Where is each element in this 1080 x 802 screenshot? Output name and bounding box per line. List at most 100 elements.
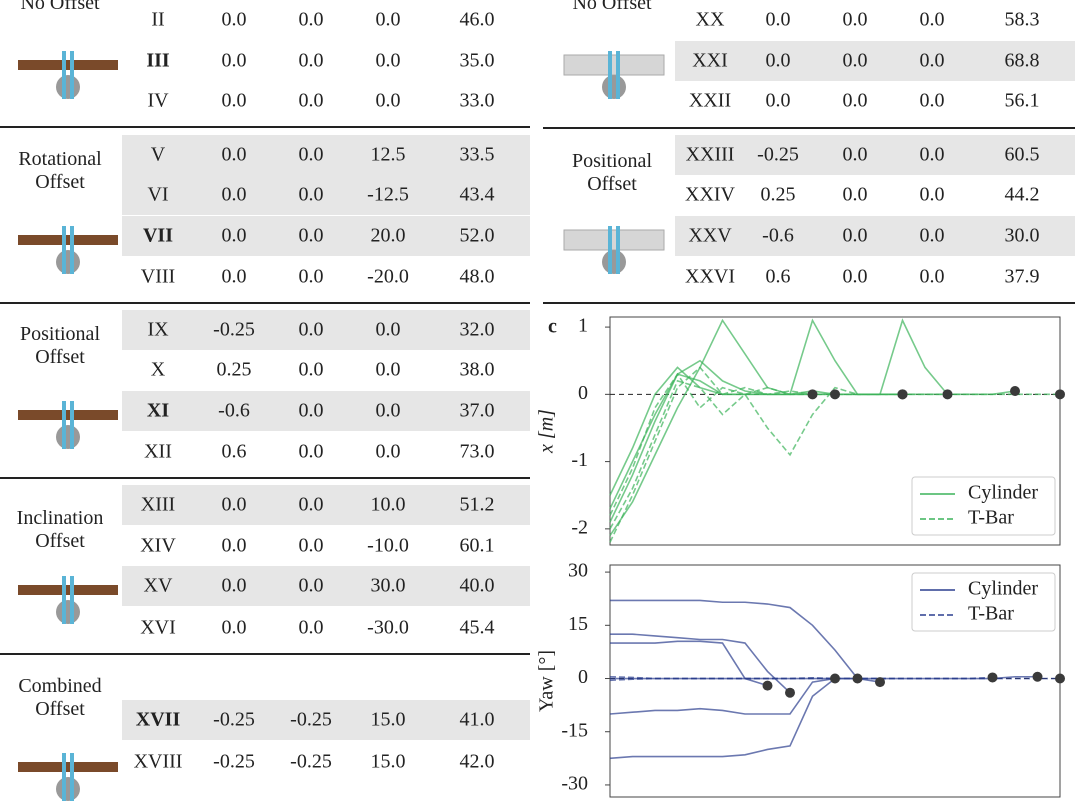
table-cell: 0.0 [298,49,324,72]
end-point [1010,385,1020,396]
separator [0,302,530,304]
table-cell: 37.9 [1004,265,1040,288]
table-cell: 20.0 [370,224,406,247]
icon-bar [18,235,118,245]
row-shade [122,135,530,175]
table-cell: 45.4 [459,616,495,639]
icon-arm [62,401,66,449]
table-cell: 73.0 [459,440,495,463]
end-point [830,673,840,684]
table-cell: 0.0 [298,265,324,288]
icon-bar [18,410,118,420]
table-cell: VIII [140,265,176,288]
table-cell: 56.1 [1004,89,1040,112]
icon-arm [62,753,66,801]
table-cell: -0.25 [213,318,255,341]
trajectory [609,379,835,530]
table-cell: 33.5 [459,143,495,166]
icon-bar [18,585,118,595]
table-cell: II [151,8,165,31]
table-cell: 30.0 [370,574,406,597]
legend-label: Cylinder [968,578,1038,600]
end-point [897,389,908,400]
end-point [1055,673,1065,684]
icon-arm [62,576,66,624]
table-cell: 0.0 [919,224,945,247]
table-cell: 37.0 [459,399,495,422]
group-label: No Offset [572,0,652,14]
legend-box [911,572,1056,632]
icon-tbar [563,229,665,251]
separator [0,126,530,128]
table-cell: 0.0 [842,224,868,247]
table-cell: 0.0 [298,8,324,31]
table-cell: 0.0 [298,399,324,422]
icon-arm [70,401,74,449]
group-label: Rotational Offset [18,148,102,193]
table-cell: 43.4 [459,183,495,206]
table-cell: 0.0 [298,143,324,166]
trajectory [609,677,858,760]
table-cell: IV [147,89,169,112]
table-cell: 0.0 [298,318,324,341]
end-point [762,680,773,691]
icon-tbar [563,54,665,76]
table-cell: 0.0 [221,143,247,166]
row-shade [122,216,530,256]
table-cell: 0.0 [375,358,401,381]
row-shade [122,485,530,525]
table-cell: 35.0 [459,49,495,72]
end-point [987,672,998,683]
y-tick-label: -30 [561,773,588,795]
table-cell: -30.0 [367,616,409,639]
y-tick-label: -15 [561,719,588,741]
table-cell: 41.0 [459,708,495,731]
table-cell: XV [143,574,173,597]
icon-arm [70,753,74,801]
table-cell: XVII [135,708,181,731]
trajectory [609,359,813,523]
table-cell: 0.0 [765,49,791,72]
y-tick-label: 15 [568,613,588,635]
table-cell: 0.0 [298,616,324,639]
icon-robot [602,75,626,99]
icon-robot [56,250,80,274]
end-point [1032,671,1043,682]
trajectory [609,372,903,516]
table-cell: 0.0 [298,89,324,112]
table-cell: 0.0 [919,89,945,112]
table-cell: XXIV [685,183,735,206]
icon-robot [56,600,80,624]
plot-frame [609,316,1061,546]
y-axis-label: x [m] [536,409,558,454]
table-cell: -0.25 [757,143,799,166]
table-cell: XVIII [133,750,183,773]
table-cell: 0.0 [842,8,868,31]
table-cell: XII [144,440,172,463]
table-cell: 30.0 [1004,224,1040,247]
table-cell: 46.0 [459,8,495,31]
row-shade [122,175,530,215]
table-cell: IX [147,318,169,341]
end-point [942,389,953,400]
row-shade [675,135,1075,175]
table-cell: XXI [692,49,728,72]
y-tick-label: -2 [571,516,588,538]
row-shade [122,700,530,740]
icon-arm [70,576,74,624]
table-cell: 0.0 [298,534,324,557]
group-label: Positional Offset [571,150,652,195]
table-cell: 0.0 [842,89,868,112]
trajectory [610,599,881,683]
table-cell: 38.0 [459,358,495,381]
table-cell: 0.0 [221,265,247,288]
end-point [875,677,885,688]
table-cell: 0.0 [919,183,945,206]
table-cell: X [150,358,166,381]
table-cell: 0.0 [298,440,324,463]
table-cell: XXVI [685,265,735,288]
y-tick-label: 1 [578,315,588,337]
table-cell: XXII [688,89,732,112]
